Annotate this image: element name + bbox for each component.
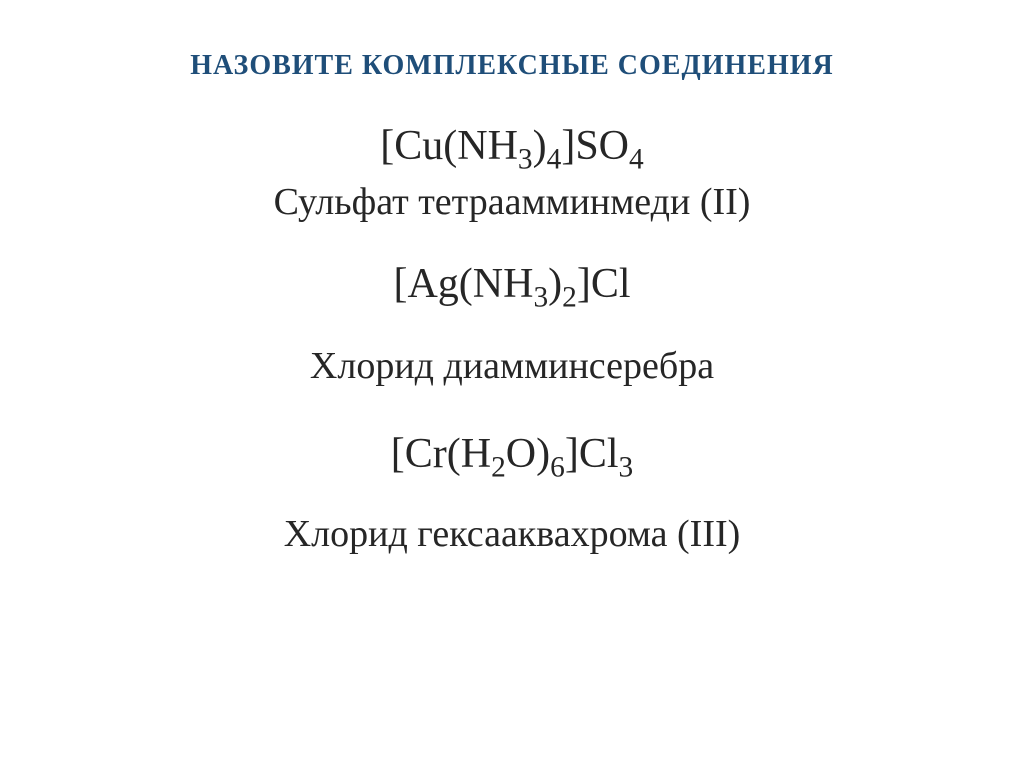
formula-2: [Ag(NH3)2]Cl [0,260,1024,308]
formula-3: [Cr(H2O)6]Cl3 [0,430,1024,478]
compound-name-1: Сульфат тетраамминмеди (II) [0,180,1024,224]
slide-title: НАЗОВИТЕ КОМПЛЕКСНЫЕ СОЕДИНЕНИЯ [0,50,1024,82]
compound-name-2: Хлорид диамминсеребра [0,344,1024,388]
slide: НАЗОВИТЕ КОМПЛЕКСНЫЕ СОЕДИНЕНИЯ [Cu(NH3)… [0,0,1024,767]
compound-name-3: Хлорид гексааквахрома (III) [0,512,1024,556]
formula-1: [Cu(NH3)4]SO4 [0,122,1024,170]
